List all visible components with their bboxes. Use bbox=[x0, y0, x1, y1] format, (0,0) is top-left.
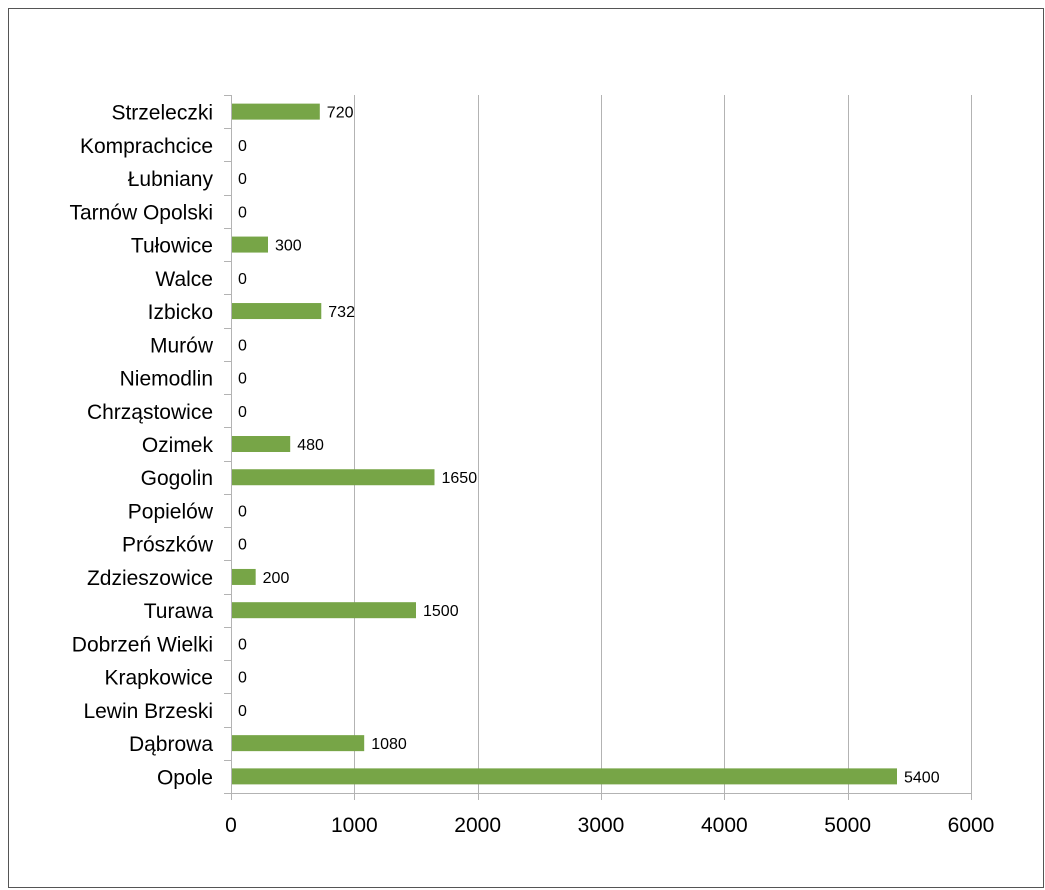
bar bbox=[232, 436, 291, 452]
category-label: Strzeleczki bbox=[111, 102, 213, 125]
bar-chart: Strzeleczki Komprachcice Łubniany Tarnów Op… bbox=[69, 95, 994, 837]
data-label: 0 bbox=[238, 703, 247, 720]
category-label: Niemodlin bbox=[120, 368, 213, 391]
category-label: Tułowice bbox=[131, 235, 213, 258]
data-label: 0 bbox=[238, 271, 247, 288]
data-label: 1080 bbox=[371, 736, 407, 753]
bars bbox=[232, 103, 897, 785]
category-label: Krapkowice bbox=[104, 667, 213, 690]
category-label: Dąbrowa bbox=[129, 733, 213, 756]
data-labels: 720 0 0 0 300 0 732 0 0 0 480 1650 0 0 200 1500 0 0 0 1080 5… bbox=[238, 105, 940, 787]
data-label: 480 bbox=[297, 437, 324, 454]
category-label: Ozimek bbox=[142, 434, 214, 457]
category-label: Zdzieszowice bbox=[87, 567, 213, 590]
data-label: 720 bbox=[327, 105, 354, 122]
data-label: 0 bbox=[238, 138, 247, 155]
bar bbox=[232, 236, 268, 253]
x-tick-label: 2000 bbox=[454, 814, 501, 837]
data-label: 0 bbox=[238, 670, 247, 687]
bar bbox=[232, 735, 365, 752]
data-label: 0 bbox=[238, 404, 247, 421]
axes bbox=[224, 95, 972, 800]
category-label: Prószków bbox=[122, 534, 214, 557]
data-label: 0 bbox=[238, 204, 247, 221]
category-labels: Strzeleczki Komprachcice Łubniany Tarnów Op… bbox=[69, 102, 213, 790]
category-label: Murów bbox=[150, 334, 214, 357]
category-label: Dobrzeń Wielki bbox=[72, 633, 213, 656]
x-tick-labels: 0 1000 2000 3000 4000 5000 6000 bbox=[225, 814, 994, 837]
data-label: 0 bbox=[238, 171, 247, 188]
bar bbox=[232, 103, 320, 120]
category-label: Izbicko bbox=[148, 301, 213, 324]
category-label: Opole bbox=[157, 766, 213, 789]
category-label: Turawa bbox=[144, 600, 214, 623]
gridlines bbox=[354, 95, 972, 793]
data-label: 200 bbox=[263, 570, 290, 587]
data-label: 300 bbox=[275, 238, 302, 255]
category-label: Popielów bbox=[128, 500, 214, 523]
bar bbox=[232, 602, 416, 619]
data-label: 0 bbox=[238, 503, 247, 520]
category-label: Tarnów Opolski bbox=[69, 201, 213, 224]
category-label: Komprachcice bbox=[80, 135, 213, 158]
x-tick-label: 5000 bbox=[824, 814, 871, 837]
data-label: 0 bbox=[238, 337, 247, 354]
x-tick-label: 1000 bbox=[331, 814, 378, 837]
data-label: 0 bbox=[238, 371, 247, 388]
x-tick-label: 3000 bbox=[578, 814, 625, 837]
bar bbox=[232, 303, 322, 320]
category-label: Lewin Brzeski bbox=[83, 700, 213, 723]
bar bbox=[232, 568, 256, 585]
category-label: Walce bbox=[155, 268, 213, 291]
x-tick-label: 0 bbox=[225, 814, 237, 837]
data-label: 0 bbox=[238, 636, 247, 653]
category-label: Łubniany bbox=[128, 168, 214, 191]
x-tick-label: 6000 bbox=[948, 814, 995, 837]
bar bbox=[232, 768, 897, 785]
x-tick-label: 4000 bbox=[701, 814, 748, 837]
category-label: Chrząstowice bbox=[87, 401, 213, 424]
data-label: 732 bbox=[328, 304, 355, 321]
data-label: 1500 bbox=[423, 603, 459, 620]
data-label: 5400 bbox=[904, 769, 940, 786]
category-label: Gogolin bbox=[141, 467, 213, 490]
data-label: 0 bbox=[238, 537, 247, 554]
chart-frame: Strzeleczki Komprachcice Łubniany Tarnów Op… bbox=[8, 8, 1044, 888]
data-label: 1650 bbox=[442, 470, 478, 487]
bar bbox=[232, 469, 435, 486]
